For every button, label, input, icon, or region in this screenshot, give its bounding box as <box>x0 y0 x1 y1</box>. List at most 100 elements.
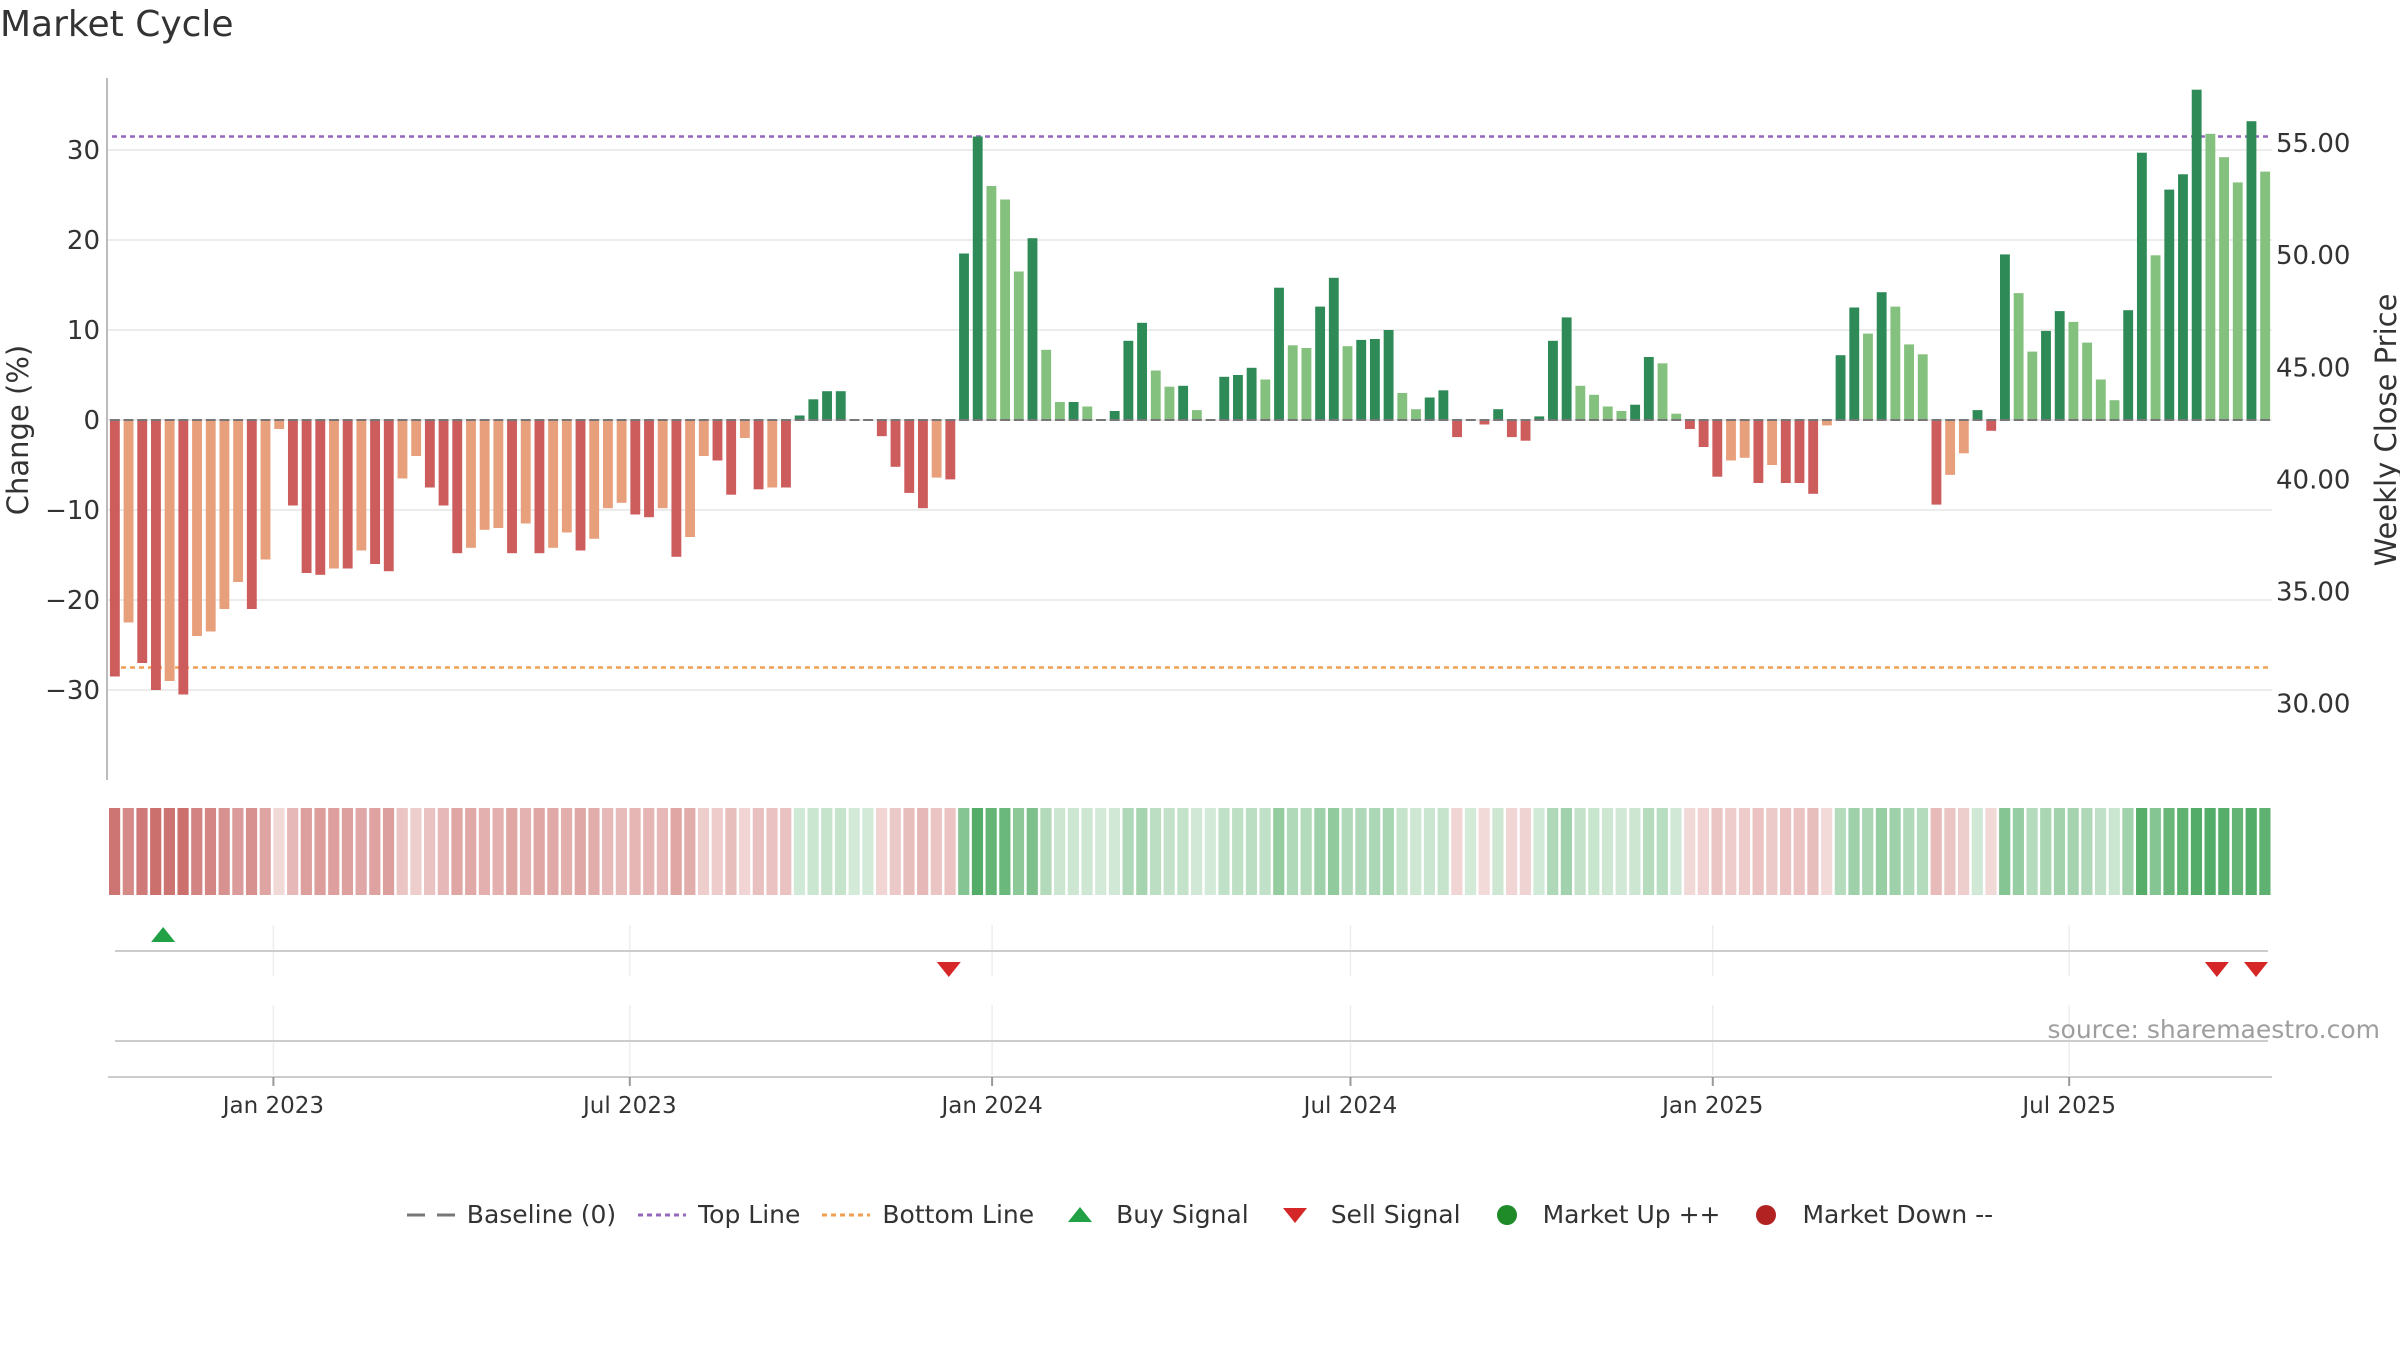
bar <box>835 391 846 420</box>
bar <box>1630 404 1641 420</box>
heat-cell <box>1259 808 1271 895</box>
heat-cell <box>1108 808 1121 895</box>
heat-cell <box>1026 808 1038 895</box>
heat-cell <box>177 808 189 895</box>
heat-cell <box>2245 808 2257 895</box>
heat-cell <box>2040 808 2052 895</box>
heat-cell <box>643 808 655 895</box>
heat-cell <box>465 808 477 895</box>
bar <box>1520 420 1531 441</box>
bar <box>246 420 257 609</box>
bar <box>301 420 312 573</box>
heat-cell <box>2149 808 2161 895</box>
bar <box>561 420 572 533</box>
heat-cell <box>300 808 312 895</box>
heat-cell <box>1629 808 1641 895</box>
bar <box>972 136 983 420</box>
bar <box>493 420 504 528</box>
heat-cell <box>1697 808 1709 895</box>
heat-cell <box>218 808 230 895</box>
dash-icon <box>406 1213 455 1216</box>
bar <box>438 420 449 506</box>
bar <box>1233 375 1243 420</box>
bar <box>917 420 928 509</box>
bar <box>466 420 476 548</box>
heat-cell <box>1327 808 1340 895</box>
bar <box>370 420 381 564</box>
bar <box>1548 340 1558 420</box>
bar <box>1260 379 1271 420</box>
bar <box>1767 420 1778 465</box>
x-tick-label: Jan 2023 <box>221 1093 324 1119</box>
heat-cell <box>821 808 833 895</box>
bar <box>1808 420 1819 494</box>
bar <box>1123 340 1134 420</box>
heat-cell <box>2094 808 2107 895</box>
y-tick-label: 20 <box>67 226 100 256</box>
bar <box>1000 199 1011 420</box>
heat-cell <box>793 808 806 895</box>
heat-cell <box>2081 808 2093 895</box>
bar <box>1835 355 1846 420</box>
heat-cell <box>109 808 121 895</box>
bar <box>2260 171 2271 420</box>
bar <box>671 420 682 557</box>
bar <box>383 420 394 572</box>
bar <box>931 420 942 478</box>
bar <box>781 420 791 488</box>
heat-cell <box>1738 808 1751 895</box>
bar <box>507 420 517 554</box>
heat-cell <box>2259 808 2271 895</box>
heat-cell <box>944 808 956 895</box>
heat-cell <box>1807 808 1819 895</box>
heat-cell <box>629 808 641 895</box>
bar <box>876 420 887 437</box>
y-tick-label: 30 <box>67 136 100 166</box>
bar <box>739 420 750 438</box>
bar <box>192 420 202 636</box>
bar <box>630 420 641 515</box>
bar <box>1589 394 1599 420</box>
heat-cell <box>1574 808 1586 895</box>
bar <box>2219 157 2229 420</box>
bar <box>1027 238 1038 420</box>
bar <box>1739 420 1750 458</box>
bar <box>1013 271 1024 420</box>
bar <box>123 420 134 623</box>
bar <box>2205 133 2216 421</box>
bar <box>1945 420 1956 475</box>
heat-cell <box>1382 808 1394 895</box>
bar <box>1684 420 1695 429</box>
bar <box>1849 307 1860 420</box>
heat-cell <box>478 808 490 895</box>
bar <box>1958 420 1969 454</box>
heat-cell <box>287 808 299 895</box>
y-tick-label: 0 <box>83 406 100 436</box>
heat-cell <box>150 808 162 895</box>
bar <box>1561 317 1572 420</box>
y-tick-label: −10 <box>45 496 100 526</box>
bar <box>890 420 901 467</box>
heat-cell <box>656 808 669 895</box>
circle-icon <box>1496 1204 1517 1225</box>
heat-cell <box>1149 808 1162 895</box>
y2-tick-label: 45.00 <box>2276 353 2350 383</box>
heat-cell <box>985 808 997 895</box>
sell-signal-marker <box>2204 962 2229 977</box>
bar <box>1150 370 1161 420</box>
bar <box>616 420 627 503</box>
reference-lines <box>112 135 2268 669</box>
bar <box>602 420 613 509</box>
bar <box>1411 409 1421 420</box>
bar <box>1863 333 1873 420</box>
bar <box>1506 420 1517 438</box>
bar <box>1424 397 1435 420</box>
bar <box>753 420 764 490</box>
heat-cell <box>711 808 723 895</box>
bar <box>644 420 654 518</box>
bar <box>1301 348 1312 420</box>
bar <box>1068 402 1079 420</box>
heat-cell <box>1122 808 1134 895</box>
bar <box>1137 322 1147 420</box>
heat-cell <box>410 808 422 895</box>
